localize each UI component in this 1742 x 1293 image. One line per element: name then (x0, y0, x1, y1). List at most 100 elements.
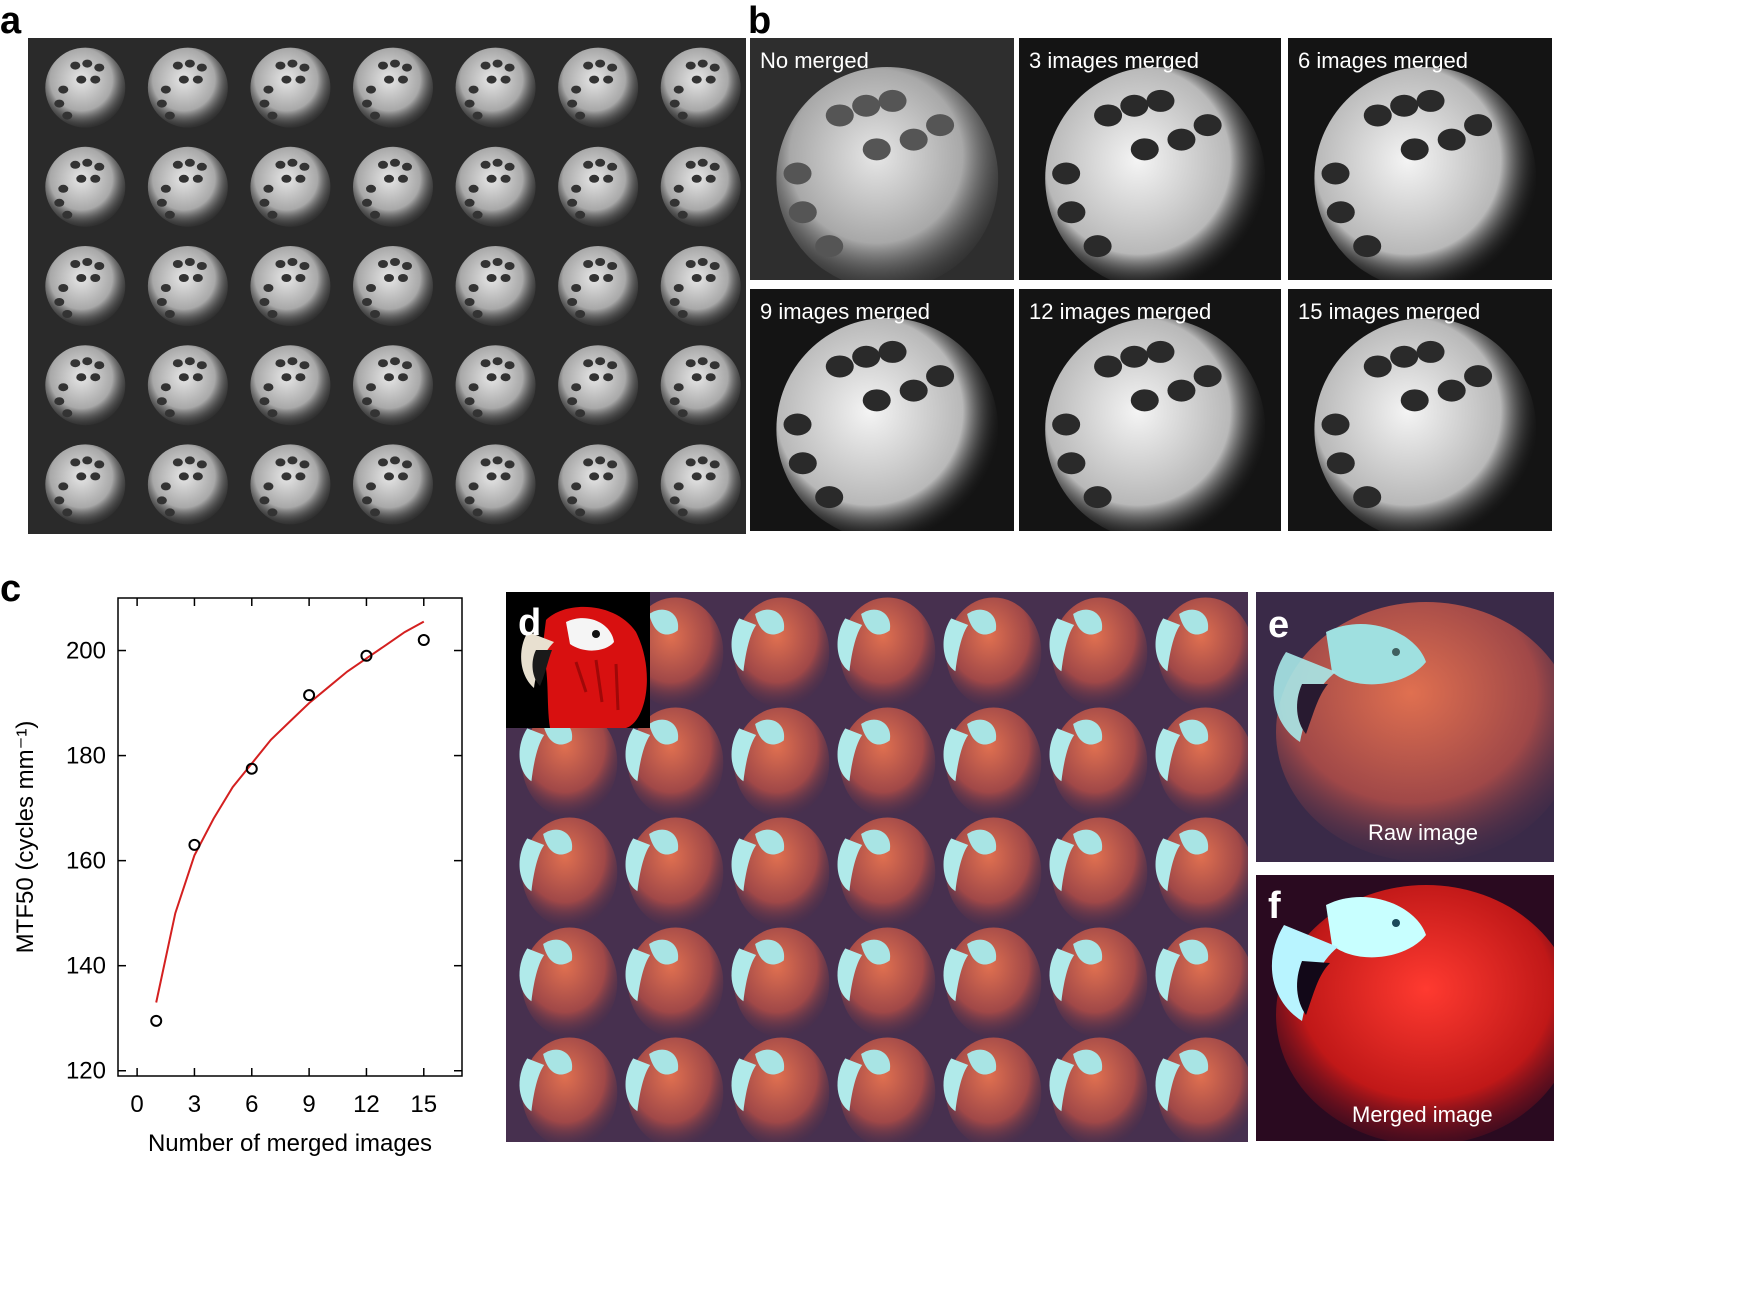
elemental-dice-image (250, 146, 331, 227)
dice-graphic (776, 67, 999, 280)
tile-caption: 9 images merged (760, 299, 930, 324)
parrot-raw-graphic (1273, 602, 1554, 862)
plot-frame (117, 597, 463, 1077)
parrot-merged-image: f Merged image (1256, 875, 1554, 1141)
merged-3-tile: 3 images merged (1019, 38, 1281, 280)
merged-6-tile: 6 images merged (1288, 38, 1552, 280)
y-tick-label: 200 (66, 638, 106, 665)
data-point (360, 649, 373, 662)
y-tick-label: 120 (66, 1058, 106, 1085)
elemental-parrot-image (625, 927, 724, 1038)
dice-array-image (28, 38, 746, 534)
merged-image-caption: Merged image (1352, 1102, 1493, 1127)
parrot-raw-image: e Raw image (1256, 592, 1554, 862)
elemental-dice-image (660, 345, 741, 426)
no-merged-tile: No merged (750, 38, 1014, 280)
elemental-parrot-image (943, 927, 1042, 1038)
elemental-parrot-image (625, 817, 724, 928)
panel-label-a: a (0, 0, 22, 42)
x-tick-label: 0 (130, 1091, 143, 1118)
parrot-array-image (506, 592, 1248, 1142)
elemental-dice-image (660, 47, 741, 128)
elemental-parrot-image (943, 1037, 1042, 1142)
panel-label-f: f (1268, 885, 1281, 927)
elemental-dice-image (455, 246, 536, 326)
panel-label-b: b (748, 0, 772, 42)
elemental-parrot-image (837, 927, 936, 1038)
elemental-dice-image (45, 146, 126, 227)
x-axis-label: Number of merged images (148, 1130, 432, 1157)
elemental-parrot-image (1155, 597, 1248, 708)
x-tick-label: 9 (302, 1091, 315, 1118)
elemental-dice-image (147, 246, 228, 326)
elemental-parrot-image (1155, 817, 1248, 928)
fit-curve (155, 620, 425, 1003)
elemental-parrot-image (625, 1037, 724, 1142)
elemental-parrot-image (519, 707, 618, 818)
elemental-dice-image (147, 47, 228, 128)
elemental-parrot-image (1049, 707, 1148, 818)
parrot-array-graphic (519, 597, 1248, 1142)
elemental-parrot-image (943, 817, 1042, 928)
elemental-dice-image (455, 444, 536, 525)
elemental-dice-image (147, 444, 228, 525)
elemental-dice-image (45, 47, 126, 128)
elemental-dice-image (353, 146, 433, 227)
elemental-parrot-image (1155, 1037, 1248, 1142)
elemental-parrot-image (731, 597, 830, 708)
dice-graphic (776, 318, 999, 531)
data-point (188, 838, 201, 851)
merged-9-tile: 9 images merged (750, 289, 1014, 531)
parrot-original-inset (506, 592, 650, 728)
tile-caption: No merged (760, 48, 869, 73)
elemental-parrot-image (519, 927, 618, 1038)
y-tick-label: 160 (66, 848, 106, 875)
x-tick-label: 12 (353, 1091, 380, 1118)
elemental-dice-image (558, 47, 639, 128)
elemental-parrot-image (1049, 817, 1148, 928)
parrot-original-graphic (521, 606, 647, 728)
elemental-dice-image (660, 146, 741, 227)
elemental-parrot-image (731, 927, 830, 1038)
elemental-parrot-image (943, 597, 1042, 708)
elemental-dice-image (558, 146, 639, 227)
elemental-dice-image (558, 345, 639, 426)
elemental-dice-image (45, 345, 126, 426)
elemental-parrot-image (1049, 597, 1148, 708)
elemental-parrot-image (1155, 707, 1248, 818)
parrot-merged-graphic (1271, 885, 1554, 1141)
elemental-parrot-image (1155, 927, 1248, 1038)
elemental-dice-image (45, 246, 126, 326)
elemental-dice-image (353, 444, 433, 525)
elemental-dice-image (250, 47, 331, 128)
panel-label-d: d (518, 602, 542, 644)
tile-caption: 6 images merged (1298, 48, 1468, 73)
elemental-dice-image (147, 345, 228, 426)
elemental-dice-image (45, 444, 126, 525)
merged-15-tile: 15 images merged (1288, 289, 1552, 531)
raw-image-caption: Raw image (1368, 820, 1479, 845)
elemental-dice-image (250, 246, 331, 326)
elemental-parrot-image (731, 707, 830, 818)
elemental-parrot-image (1049, 927, 1148, 1038)
dice-graphic (1314, 67, 1537, 280)
data-point (150, 1014, 163, 1027)
data-point (245, 762, 258, 775)
y-axis-label: MTF50 (cycles mm⁻¹) (12, 721, 39, 954)
tile-caption: 12 images merged (1029, 299, 1212, 324)
panel-label-c: c (0, 568, 22, 610)
dice-graphic (1314, 318, 1537, 531)
y-tick-label: 180 (66, 743, 106, 770)
elemental-dice-image (660, 246, 741, 326)
y-tick-label: 140 (66, 953, 106, 980)
elemental-dice-image (455, 345, 536, 426)
elemental-parrot-image (519, 1037, 618, 1142)
elemental-dice-image (353, 47, 433, 128)
elemental-parrot-image (943, 707, 1042, 818)
elemental-parrot-image (837, 707, 936, 818)
tile-caption: 15 images merged (1298, 299, 1481, 324)
elemental-dice-image (455, 47, 536, 128)
data-point (303, 689, 316, 702)
elemental-parrot-image (837, 1037, 936, 1142)
panel-label-e: e (1268, 604, 1290, 646)
